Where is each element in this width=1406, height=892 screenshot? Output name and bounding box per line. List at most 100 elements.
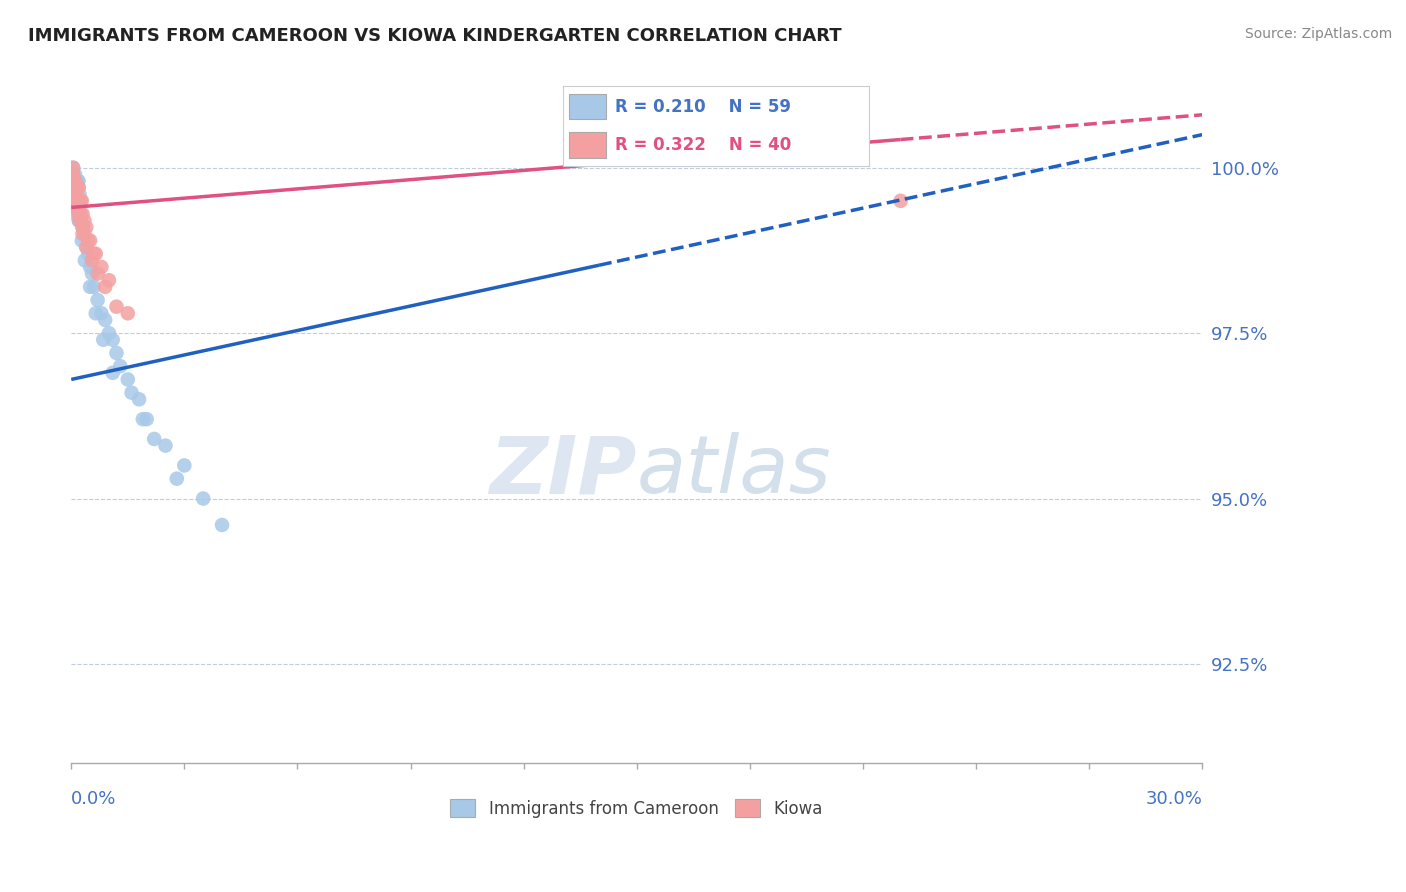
- Point: [73, 253, 96, 268]
- Point: [63, 180, 86, 194]
- Point: [72, 220, 94, 235]
- Point: [62, 167, 84, 181]
- Point: [66, 201, 89, 215]
- Point: [67, 180, 90, 194]
- Point: [75, 240, 97, 254]
- Point: [117, 306, 139, 320]
- Point: [128, 392, 150, 407]
- Point: [69, 207, 91, 221]
- Point: [66, 174, 89, 188]
- Point: [143, 432, 166, 446]
- Point: [155, 439, 177, 453]
- Point: [79, 280, 101, 294]
- Point: [72, 220, 94, 235]
- Point: [101, 366, 124, 380]
- Point: [63, 180, 86, 194]
- Point: [69, 194, 91, 208]
- Point: [77, 234, 100, 248]
- Point: [79, 260, 101, 274]
- Point: [69, 213, 91, 227]
- Point: [73, 227, 96, 241]
- Point: [94, 280, 117, 294]
- Point: [105, 346, 128, 360]
- Point: [65, 187, 87, 202]
- Point: [65, 201, 87, 215]
- Point: [66, 180, 89, 194]
- Text: IMMIGRANTS FROM CAMEROON VS KIOWA KINDERGARTEN CORRELATION CHART: IMMIGRANTS FROM CAMEROON VS KIOWA KINDER…: [28, 27, 842, 45]
- Point: [135, 412, 157, 426]
- Text: Source: ZipAtlas.com: Source: ZipAtlas.com: [1244, 27, 1392, 41]
- Point: [166, 472, 188, 486]
- Point: [63, 194, 86, 208]
- Point: [67, 213, 90, 227]
- Point: [63, 187, 86, 202]
- Point: [63, 187, 86, 202]
- Point: [65, 180, 87, 194]
- Point: [63, 167, 86, 181]
- Text: ZIP: ZIP: [489, 433, 637, 510]
- Point: [65, 187, 87, 202]
- Point: [110, 359, 132, 374]
- Text: 30.0%: 30.0%: [1146, 789, 1202, 807]
- Point: [63, 174, 86, 188]
- Point: [90, 306, 112, 320]
- Point: [63, 187, 86, 202]
- Point: [63, 194, 86, 208]
- Point: [65, 180, 87, 194]
- Point: [97, 326, 120, 340]
- Point: [62, 161, 84, 175]
- Point: [91, 333, 114, 347]
- Point: [65, 207, 87, 221]
- Point: [67, 213, 90, 227]
- Point: [66, 201, 89, 215]
- Point: [62, 174, 84, 188]
- Point: [62, 161, 84, 175]
- Point: [83, 246, 105, 260]
- Point: [70, 234, 93, 248]
- Point: [62, 167, 84, 181]
- Point: [79, 234, 101, 248]
- Point: [66, 201, 89, 215]
- Text: atlas: atlas: [637, 433, 831, 510]
- Point: [77, 246, 100, 260]
- Text: 0.0%: 0.0%: [72, 789, 117, 807]
- Point: [890, 194, 912, 208]
- Point: [72, 227, 94, 241]
- Point: [84, 306, 107, 320]
- Point: [62, 174, 84, 188]
- Point: [69, 194, 91, 208]
- Point: [69, 187, 91, 202]
- Point: [63, 174, 86, 188]
- Point: [105, 300, 128, 314]
- Point: [63, 180, 86, 194]
- Point: [67, 207, 90, 221]
- Point: [86, 267, 108, 281]
- Point: [84, 246, 107, 260]
- Point: [70, 194, 93, 208]
- Point: [65, 194, 87, 208]
- Point: [73, 213, 96, 227]
- Point: [101, 333, 124, 347]
- Point: [121, 385, 143, 400]
- Point: [66, 201, 89, 215]
- Point: [65, 174, 87, 188]
- Point: [69, 213, 91, 227]
- Point: [80, 253, 103, 268]
- Point: [75, 240, 97, 254]
- Point: [94, 313, 117, 327]
- Point: [72, 207, 94, 221]
- Point: [193, 491, 215, 506]
- Point: [67, 207, 90, 221]
- Point: [69, 207, 91, 221]
- Point: [66, 201, 89, 215]
- Point: [65, 194, 87, 208]
- Point: [75, 220, 97, 235]
- Point: [132, 412, 155, 426]
- Point: [86, 293, 108, 307]
- Legend: Immigrants from Cameroon, Kiowa: Immigrants from Cameroon, Kiowa: [444, 793, 830, 824]
- Point: [67, 174, 90, 188]
- Point: [66, 187, 89, 202]
- Point: [211, 518, 233, 533]
- Point: [90, 260, 112, 274]
- Point: [66, 180, 89, 194]
